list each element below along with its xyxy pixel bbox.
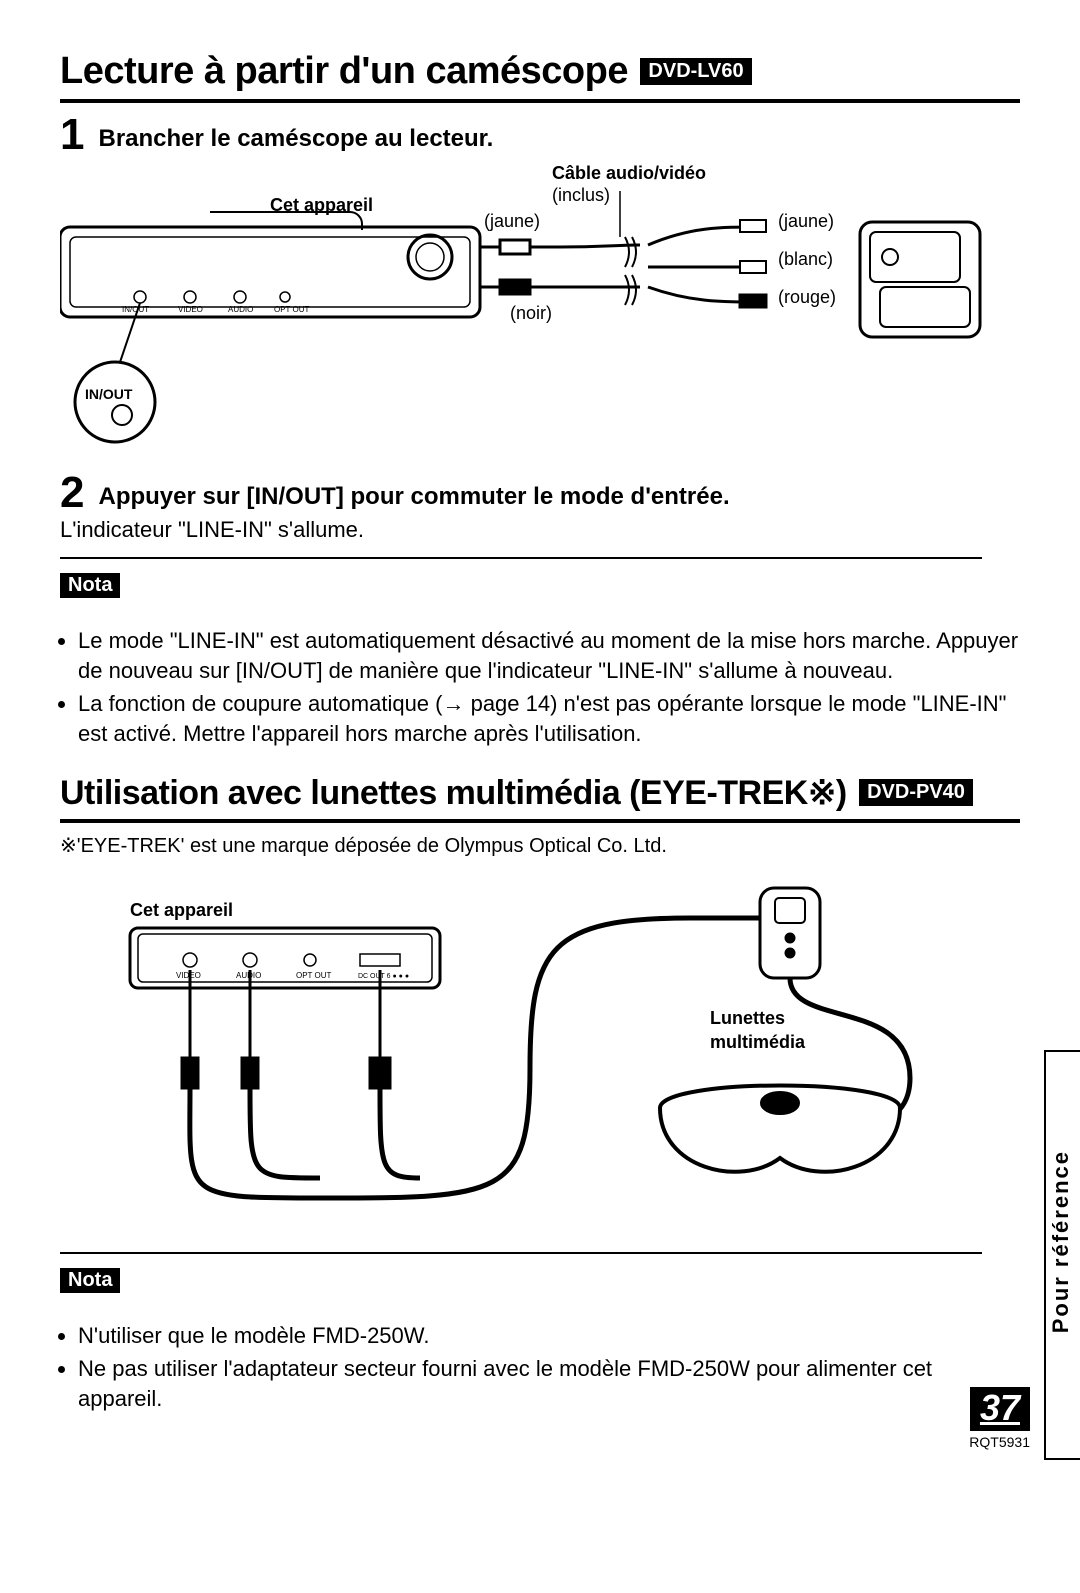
nota1-item: Le mode "LINE-IN" est automatiquement dé…	[78, 626, 1020, 685]
section1-title: Lecture à partir d'un caméscope	[60, 50, 628, 92]
step-1-number: 1	[60, 113, 84, 157]
nota-label-1: Nota	[60, 573, 120, 598]
nota-list-1: Le mode "LINE-IN" est automatiquement dé…	[60, 626, 1020, 749]
step-2: 2 Appuyer sur [IN/OUT] pour commuter le …	[60, 471, 1020, 515]
section2-title: Utilisation avec lunettes multimédia (EY…	[60, 774, 847, 812]
svg-text:OPT OUT: OPT OUT	[274, 305, 310, 314]
badge-dvd-lv60: DVD-LV60	[640, 58, 751, 85]
side-tab-text: Pour référence	[1048, 1150, 1074, 1333]
rule	[60, 99, 1020, 103]
svg-text:VIDEO: VIDEO	[178, 305, 203, 314]
label-cable-title: Câble audio/vidéo	[552, 163, 706, 184]
nota2-item: N'utiliser que le modèle FMD-250W.	[78, 1321, 1020, 1351]
section1-heading: Lecture à partir d'un caméscope DVD-LV60	[60, 50, 1020, 93]
badge-dvd-pv40: DVD-PV40	[859, 779, 973, 806]
diagram-camcorder-connection: IN/OUT VIDEO AUDIO OPT OUT IN/OUT	[60, 167, 1020, 467]
svg-text:IN/OUT: IN/OUT	[122, 305, 149, 314]
label-yellow-1: (jaune)	[484, 211, 540, 232]
step-2-title: Appuyer sur [IN/OUT] pour commuter le mo…	[98, 483, 729, 511]
nota1-item: La fonction de coupure automatique (→ pa…	[78, 689, 1020, 748]
label-goggles-2: multimédia	[710, 1032, 805, 1053]
nota-list-2: N'utiliser que le modèle FMD-250W. Ne pa…	[60, 1321, 1020, 1414]
section2-heading: Utilisation avec lunettes multimédia (EY…	[60, 773, 1020, 813]
diagram-eyetrek-connection: VIDEO AUDIO OPT OUT DC OUT 6 ● ● ●	[60, 878, 1020, 1238]
nota-label-2: Nota	[60, 1268, 120, 1293]
footer-code: RQT5931	[969, 1434, 1030, 1450]
svg-text:AUDIO: AUDIO	[228, 305, 253, 314]
svg-text:DC OUT 6 ● ● ●: DC OUT 6 ● ● ●	[358, 973, 409, 980]
label-red: (rouge)	[778, 287, 836, 308]
step-2-sub: L'indicateur "LINE-IN" s'allume.	[60, 517, 1020, 543]
label-this-unit-2: Cet appareil	[130, 900, 233, 921]
nota2-item: Ne pas utiliser l'adaptateur secteur fou…	[78, 1354, 1020, 1413]
page-number: 37	[970, 1387, 1030, 1431]
step-1-title: Brancher le caméscope au lecteur.	[98, 125, 493, 153]
svg-text:OPT OUT: OPT OUT	[296, 971, 332, 980]
inout-zoom-label: IN/OUT	[85, 386, 133, 402]
rule	[60, 557, 982, 559]
step-2-number: 2	[60, 471, 84, 515]
svg-text:VIDEO: VIDEO	[176, 971, 201, 980]
label-white: (blanc)	[778, 249, 833, 270]
rule	[60, 819, 1020, 823]
step-1: 1 Brancher le caméscope au lecteur.	[60, 113, 1020, 157]
trademark-note: ※'EYE-TREK' est une marque déposée de Ol…	[60, 833, 1020, 858]
label-this-unit: Cet appareil	[270, 195, 373, 216]
label-black: (noir)	[510, 303, 552, 324]
label-goggles-1: Lunettes	[710, 1008, 785, 1029]
label-cable-included: (inclus)	[552, 185, 610, 206]
rule	[60, 1252, 982, 1254]
label-yellow-2: (jaune)	[778, 211, 834, 232]
